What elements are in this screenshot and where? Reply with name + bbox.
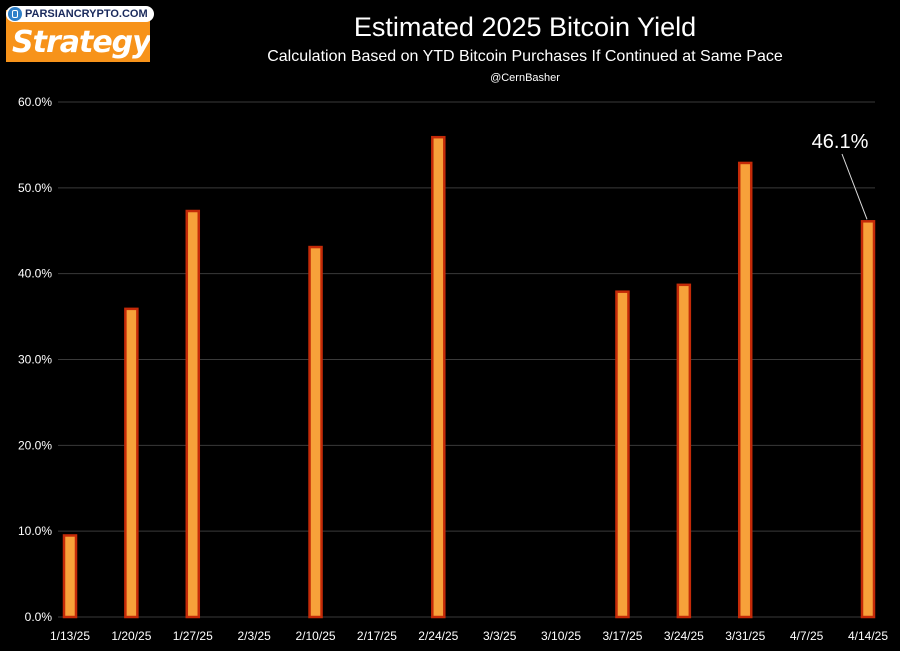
y-tick-label: 20.0% [18, 438, 52, 452]
x-tick-label: 1/13/25 [50, 629, 90, 643]
x-tick-label: 2/10/25 [296, 629, 336, 643]
annotation-label: 46.1% [812, 131, 869, 153]
x-tick-label: 1/20/25 [111, 629, 151, 643]
x-tick-label: 3/3/25 [483, 629, 517, 643]
y-tick-label: 60.0% [18, 95, 52, 109]
x-tick-label: 3/17/25 [602, 629, 642, 643]
annotations: 46.1% [812, 131, 869, 220]
y-tick-label: 50.0% [18, 181, 52, 195]
logo-text: Strategy [12, 25, 150, 60]
x-tick-label: 2/24/25 [418, 629, 458, 643]
x-axis-ticks: 1/13/25 1/20/25 1/27/25 2/3/25 2/10/25 2/17/2… [50, 629, 888, 643]
bar [185, 209, 201, 619]
x-tick-label: 3/10/25 [541, 629, 581, 643]
x-tick-label: 4/14/25 [848, 629, 888, 643]
bars [62, 135, 876, 619]
chart-title: Estimated 2025 Bitcoin Yield [353, 12, 697, 42]
x-tick-label: 1/27/25 [173, 629, 213, 643]
bar [737, 161, 753, 619]
x-tick-label: 3/31/25 [725, 629, 765, 643]
bar [431, 135, 446, 619]
watermark-text: PARSIANCRYPTO.COM [25, 8, 148, 20]
x-tick-label: 3/24/25 [664, 629, 704, 643]
x-tick-label: 2/17/25 [357, 629, 397, 643]
chart-credit: @CernBasher [490, 72, 560, 84]
y-axis-ticks: 0.0% 10.0% 20.0% 30.0% 40.0% 50.0% 60.0% [18, 95, 52, 624]
bar [860, 220, 876, 619]
y-tick-label: 0.0% [25, 610, 53, 624]
bar [615, 290, 630, 619]
chart-subtitle: Calculation Based on YTD Bitcoin Purchas… [267, 48, 783, 65]
y-tick-label: 10.0% [18, 524, 52, 538]
watermark-badge: PARSIANCRYPTO.COM [6, 6, 154, 22]
annotation-leader-line [841, 153, 868, 220]
bar [62, 534, 78, 619]
bar [676, 283, 692, 619]
x-tick-label: 4/7/25 [790, 629, 824, 643]
bar [124, 307, 139, 619]
phone-icon [8, 7, 22, 21]
y-tick-label: 30.0% [18, 353, 52, 367]
y-tick-label: 40.0% [18, 267, 52, 281]
x-tick-label: 2/3/25 [237, 629, 271, 643]
bar [308, 245, 323, 619]
